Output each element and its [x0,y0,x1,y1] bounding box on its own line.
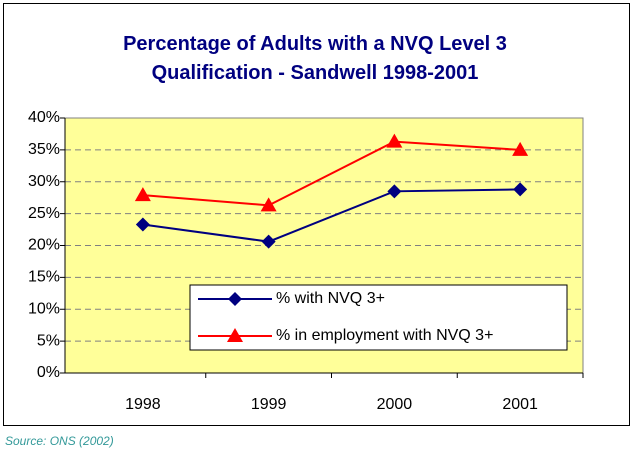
legend-label: % with NVQ 3+ [276,290,385,307]
series-marker [512,141,529,156]
x-tick-label: 2001 [502,396,538,413]
y-tick-label: 20% [28,237,60,254]
legend [189,284,568,351]
chart-title: Percentage of Adults with a NVQ Level 3 … [123,33,507,84]
chart-border [3,3,630,426]
x-tick-label: 1998 [125,396,161,413]
series-marker [261,234,276,249]
y-tick-label: 25% [28,205,60,222]
series-line [142,140,521,207]
series-marker [386,133,403,148]
y-tick-label: 10% [28,300,60,317]
legend-label: % in employment with NVQ 3+ [276,327,493,344]
y-tick-label: 5% [37,332,60,349]
series-marker [135,217,150,232]
series-marker [387,184,402,199]
series-line [142,188,521,243]
y-tick-label: 15% [28,269,60,286]
y-tick-label: 35% [28,141,60,158]
legend-marker [227,328,243,342]
y-tick-label: 0% [37,364,60,381]
y-tick-label: 30% [28,173,60,190]
source-note: Source: ONS (2002) [5,434,114,448]
x-tick-label: 1999 [251,396,287,413]
y-tick-label: 40% [28,109,60,126]
series-marker [513,182,528,197]
legend-marker [228,292,242,306]
series-marker [134,187,151,202]
series-marker [260,197,277,212]
x-tick-label: 2000 [377,396,413,413]
